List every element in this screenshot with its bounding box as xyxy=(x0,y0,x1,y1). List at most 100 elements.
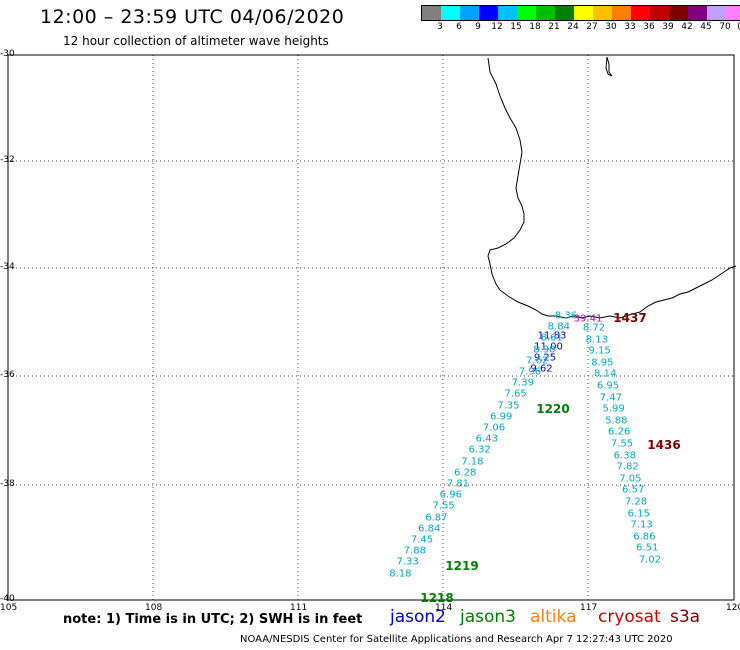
wave-height-value: 8.14 xyxy=(594,368,617,380)
legend-s3a: s3a xyxy=(670,607,701,627)
scale-swatch xyxy=(650,6,669,20)
wave-height-value: 7.28 xyxy=(624,496,648,508)
scale-label: 6 xyxy=(456,22,462,32)
wave-height-value: 7.62 xyxy=(526,355,549,367)
map-frame xyxy=(7,54,735,601)
latitude-label: -30 xyxy=(0,49,15,59)
pass-time-label: 1218 xyxy=(420,591,454,605)
scale-label: 3 xyxy=(437,22,443,32)
wave-height-value: 9.62 xyxy=(530,363,553,375)
wave-height-value: 7.02 xyxy=(638,554,662,566)
wave-height-value: 5.88 xyxy=(605,415,628,427)
wave-height-value: 7.45 xyxy=(410,534,434,546)
scale-swatch xyxy=(460,6,479,20)
scale-label: 39 xyxy=(662,22,674,32)
wave-height-value: 5.99 xyxy=(602,403,625,415)
longitude-label: 105 xyxy=(0,603,18,613)
pass-time-label: 1220 xyxy=(536,402,570,416)
wave-height-value: 6.57 xyxy=(622,484,645,496)
legend-jason3: jason3 xyxy=(460,607,516,627)
latitude-label: -32 xyxy=(0,155,15,165)
longitude-label: 111 xyxy=(290,603,308,613)
scale-label: 45 xyxy=(700,22,712,32)
wave-height-value: 6.28 xyxy=(454,467,477,479)
scale-swatch xyxy=(479,6,498,20)
scale-swatch xyxy=(517,6,536,20)
scale-swatch xyxy=(574,6,593,20)
wave-height-value: 6.32 xyxy=(468,444,491,456)
wave-height-value: 7.88 xyxy=(403,545,426,557)
units-note: note: 1) Time is in UTC; 2) SWH is in fe… xyxy=(63,612,363,627)
wave-height-value: 6.38 xyxy=(613,450,636,462)
scale-swatch xyxy=(612,6,631,20)
wave-height-value: 8.95 xyxy=(591,357,614,369)
wave-height-value: 9.25 xyxy=(533,352,557,364)
wave-height-value: 7.47 xyxy=(599,392,622,404)
wave-height-value: 7.06 xyxy=(482,422,506,434)
scale-swatch xyxy=(498,6,517,20)
scale-swatch xyxy=(555,6,574,20)
scale-swatch xyxy=(441,6,460,20)
longitude-label: 120 xyxy=(726,603,740,613)
scale-label: 18 xyxy=(529,22,541,32)
island-outline xyxy=(605,56,613,77)
wave-height-value: 8.90 xyxy=(533,344,556,356)
wave-height-value: 7.35 xyxy=(497,400,520,412)
wave-height-value: 39.41 xyxy=(573,313,603,325)
page-subtitle: 12 hour collection of altimeter wave hei… xyxy=(63,34,329,48)
scale-swatch xyxy=(422,6,441,20)
scale-swatch xyxy=(707,6,726,20)
scale-label: 70 xyxy=(719,22,731,32)
longitude-label: 117 xyxy=(580,603,598,613)
scale-label: 9 xyxy=(475,22,481,32)
wave-height-value: 7.55 xyxy=(610,438,634,450)
wave-height-value: 9.15 xyxy=(588,345,611,357)
wave-height-value: 6.26 xyxy=(608,426,631,438)
wave-height-value: 6.86 xyxy=(633,531,656,543)
wave-height-value: 7.55 xyxy=(432,500,455,512)
wave-height-value: 7.82 xyxy=(616,461,639,473)
latitude-label: -34 xyxy=(0,262,15,272)
scale-swatch xyxy=(631,6,650,20)
grid-lines xyxy=(8,55,734,600)
scale-swatch xyxy=(593,6,612,20)
wave-height-value: 6.96 xyxy=(439,489,462,501)
pass-time-label: 1436 xyxy=(647,438,681,452)
scale-label: 15 xyxy=(510,22,522,32)
scale-swatch xyxy=(536,6,555,20)
wave-height-value: 8.84 xyxy=(547,321,570,333)
wave-height-value: 7.39 xyxy=(511,377,534,389)
scale-swatch xyxy=(688,6,707,20)
wave-height-value: 8.72 xyxy=(582,322,606,334)
wave-height-value: 6.95 xyxy=(596,380,620,392)
scale-swatch xyxy=(726,6,740,20)
latitude-label: -38 xyxy=(0,479,15,489)
credit-line: NOAA/NESDIS Center for Satellite Applica… xyxy=(240,634,673,645)
scale-label: 24 xyxy=(567,22,579,32)
scale-label: 42 xyxy=(681,22,693,32)
wave-height-value: 6.99 xyxy=(490,411,513,423)
latitude-label: -40 xyxy=(0,594,15,604)
wave-height-value: 11.00 xyxy=(534,341,563,353)
color-scale-bar xyxy=(421,5,740,21)
legend-cryosat: cryosat xyxy=(598,607,661,627)
coastline xyxy=(487,57,737,319)
wave-height-value: 6.15 xyxy=(627,508,650,520)
wave-height-value: 6.87 xyxy=(425,512,448,524)
scale-label: 36 xyxy=(643,22,655,32)
wave-height-value: 8.36 xyxy=(554,310,578,322)
wave-height-value: 8.13 xyxy=(585,334,608,346)
longitude-label: 108 xyxy=(145,603,163,613)
wave-height-value: 6.84 xyxy=(418,523,441,535)
scale-label: 33 xyxy=(624,22,636,32)
scale-label: 27 xyxy=(586,22,598,32)
wave-height-value: 8.18 xyxy=(389,568,412,580)
pass-time-label: 1219 xyxy=(445,559,479,573)
legend-jason2: jason2 xyxy=(390,607,446,627)
legend-altika: altika xyxy=(530,607,577,627)
wave-height-value: 6.43 xyxy=(475,433,498,445)
wave-height-value: 6.51 xyxy=(636,542,659,554)
longitude-label: 114 xyxy=(435,603,453,613)
